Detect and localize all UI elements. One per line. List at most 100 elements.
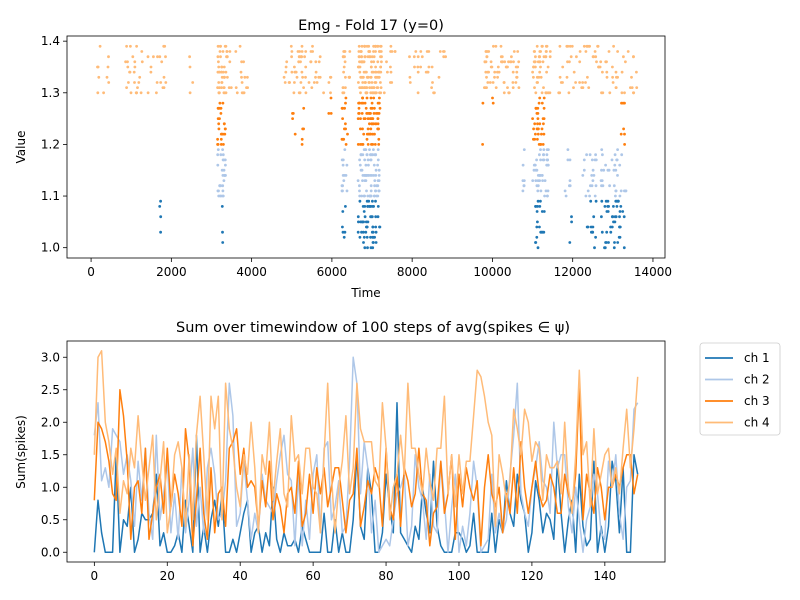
scatter-point-series-4 [304,91,308,95]
scatter-point-series-4 [298,50,301,53]
scatter-point-series-4 [365,44,369,48]
scatter-point-series-2 [534,179,538,183]
scatter-point-series-3 [541,143,545,146]
top-x-tick-label: 6000 [317,265,348,279]
scatter-point-series-4 [362,60,366,64]
scatter-point-series-4 [632,55,635,59]
scatter-point-series-2 [620,153,624,157]
scatter-point-series-2 [616,148,619,152]
scatter-point-series-3 [341,137,345,141]
scatter-point-series-2 [363,158,367,162]
scatter-point-series-4 [138,75,142,79]
scatter-point-series-4 [494,44,498,48]
scatter-point-series-4 [491,81,495,84]
scatter-point-series-4 [139,91,143,95]
scatter-point-series-4 [511,70,515,74]
scatter-point-series-2 [221,153,225,157]
scatter-point-series-4 [389,65,392,69]
scatter-point-series-3 [341,117,344,120]
scatter-point-series-2 [546,194,549,198]
scatter-point-series-2 [581,174,585,177]
scatter-point-series-3 [360,101,364,105]
scatter-point-series-4 [315,81,319,84]
scatter-point-series-4 [485,75,488,79]
scatter-point-series-1 [369,235,372,239]
scatter-point-series-4 [158,55,162,59]
scatter-point-series-2 [614,194,617,198]
scatter-point-series-4 [536,60,540,64]
scatter-point-series-3 [537,143,541,146]
scatter-point-series-3 [219,112,223,115]
scatter-point-series-2 [345,163,349,167]
scatter-point-series-1 [618,210,622,213]
scatter-point-series-2 [615,158,619,162]
scatter-point-series-2 [542,153,546,157]
scatter-point-series-2 [363,179,367,183]
scatter-point-series-4 [364,86,367,89]
scatter-point-series-2 [532,163,536,167]
scatter-point-series-4 [512,50,516,53]
scatter-point-series-2 [340,189,344,193]
scatter-point-series-3 [378,106,382,110]
scatter-point-series-4 [437,75,441,79]
scatter-point-series-4 [188,65,192,69]
scatter-point-series-3 [359,117,362,120]
scatter-point-series-2 [216,163,220,167]
scatter-point-series-1 [605,210,609,213]
scatter-point-series-4 [149,70,153,74]
scatter-point-series-4 [622,55,625,59]
scatter-point-series-4 [357,81,360,84]
scatter-point-series-4 [575,55,578,59]
bottom-plot-frame [66,340,666,563]
scatter-point-series-2 [367,163,370,167]
scatter-point-series-2 [369,158,372,162]
scatter-point-series-4 [295,75,299,79]
scatter-point-series-3 [222,143,225,146]
scatter-point-series-2 [588,153,592,157]
top-x-axis-ticks: 0 2000 4000 6000 8000 10000 12000 14000 [87,258,672,279]
scatter-point-series-4 [240,81,244,84]
scatter-point-series-4 [517,86,521,89]
scatter-point-series-4 [444,55,447,59]
scatter-point-series-2 [601,184,605,188]
scatter-point-series-1 [371,225,375,229]
scatter-point-series-1 [362,230,365,234]
scatter-point-series-3 [359,127,362,131]
scatter-point-series-4 [373,70,377,74]
scatter-point-series-4 [132,70,136,74]
scatter-point-series-1 [376,205,380,208]
scatter-point-series-1 [371,199,374,203]
scatter-point-series-2 [221,194,225,198]
scatter-point-series-4 [314,75,317,79]
scatter-point-series-2 [368,148,371,152]
scatter-point-series-4 [578,50,582,53]
scatter-point-series-4 [612,44,615,48]
top-x-tick-label: 10000 [473,265,511,279]
scatter-point-series-4 [219,55,222,59]
scatter-point-series-3 [491,101,495,105]
scatter-point-series-3 [362,132,366,136]
scatter-point-series-3 [372,112,376,115]
scatter-point-series-4 [342,65,346,69]
scatter-point-series-2 [358,189,361,193]
scatter-point-series-2 [216,148,220,152]
scatter-point-series-4 [416,65,420,69]
scatter-point-series-2 [373,179,377,183]
scatter-point-series-2 [600,148,604,152]
scatter-point-series-4 [299,81,303,84]
scatter-point-series-3 [222,122,226,126]
scatter-point-series-3 [542,106,546,110]
scatter-point-series-2 [358,163,362,167]
scatter-point-series-1 [538,205,542,208]
scatter-point-series-1 [362,241,365,244]
scatter-point-series-4 [164,81,168,84]
scatter-point-series-2 [218,184,222,188]
bottom-x-tick-label: 140 [593,569,616,583]
scatter-point-series-1 [622,215,626,219]
scatter-point-series-1 [612,246,616,250]
scatter-point-series-2 [360,168,364,172]
scatter-point-series-1 [603,205,607,208]
scatter-point-series-2 [546,163,550,167]
scatter-point-series-2 [542,158,546,162]
scatter-point-series-4 [502,81,506,84]
